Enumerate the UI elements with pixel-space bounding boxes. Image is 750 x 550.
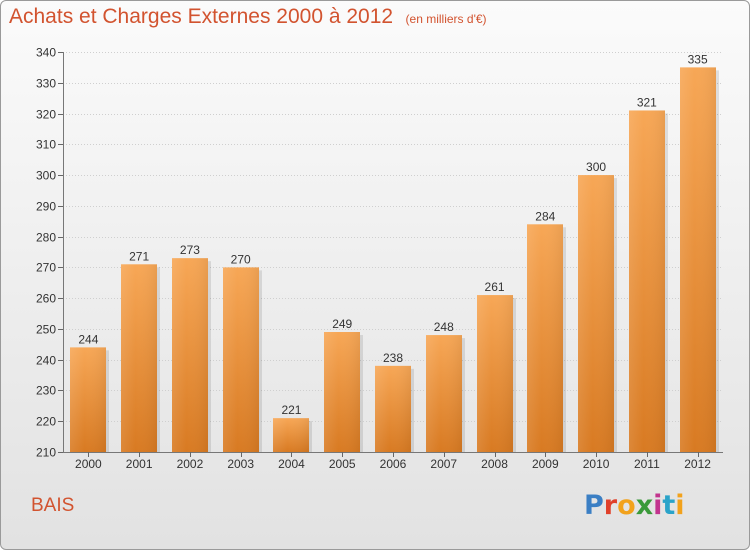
x-tick-label: 2004 — [278, 457, 305, 471]
y-tick-label: 320 — [36, 108, 56, 122]
y-tick-label: 240 — [36, 354, 56, 368]
bar-sheen — [578, 175, 614, 453]
chart-title: Achats et Charges Externes 2000 à 2012 — [9, 5, 394, 28]
value-label: 248 — [434, 320, 454, 334]
logo-letter: P — [584, 490, 604, 521]
x-tick-label: 2000 — [75, 457, 102, 471]
commune-name: BAIS — [31, 495, 75, 516]
bar-sheen — [629, 110, 665, 452]
logo-letter: i — [675, 490, 685, 521]
logo-letter: o — [617, 490, 636, 521]
bar-sheen — [121, 264, 157, 452]
y-tick-label: 260 — [36, 292, 56, 306]
proxiti-logo[interactable]: Proxiti — [584, 490, 685, 521]
bar-sheen — [680, 67, 716, 452]
x-tick-label: 2007 — [430, 457, 457, 471]
value-label: 270 — [231, 252, 251, 266]
y-tick-label: 250 — [36, 323, 56, 337]
value-label: 261 — [485, 280, 505, 294]
y-tick-label: 230 — [36, 384, 56, 398]
value-label: 249 — [332, 317, 352, 331]
unit-note: (en milliers d'€) — [405, 12, 487, 26]
logo-letter: i — [653, 490, 663, 521]
value-label: 271 — [129, 249, 149, 263]
x-tick-label: 2009 — [532, 457, 559, 471]
y-tick-label: 310 — [36, 138, 56, 152]
x-tick-label: 2006 — [380, 457, 407, 471]
bar-sheen — [426, 335, 462, 452]
value-label: 221 — [281, 403, 301, 417]
x-tick-label: 2012 — [684, 457, 711, 471]
x-tick-label: 2010 — [583, 457, 610, 471]
x-tick-label: 2005 — [329, 457, 356, 471]
x-tick-label: 2002 — [177, 457, 204, 471]
bar-sheen — [477, 295, 513, 452]
value-label: 273 — [180, 243, 200, 257]
y-tick-label: 280 — [36, 231, 56, 245]
y-tick-label: 290 — [36, 200, 56, 214]
y-tick-label: 210 — [36, 446, 56, 460]
logo-letter: t — [662, 490, 676, 521]
y-tick-label: 270 — [36, 261, 56, 275]
value-label: 300 — [586, 160, 606, 174]
axis-layer: 210 220 230 240 250 260 270 280 290 300 310 320 330 3… — [36, 46, 723, 471]
logo-letter: x — [635, 490, 654, 521]
x-tick-label: 2003 — [227, 457, 254, 471]
bar-sheen — [70, 347, 106, 452]
value-label: 238 — [383, 351, 403, 365]
logo-letter: r — [603, 490, 618, 521]
y-tick-label: 340 — [36, 46, 56, 60]
label-layer: 244 271 273 270 221 249 238 248 261 284 300 321 335 — [78, 52, 708, 417]
bar-sheen — [273, 418, 309, 452]
x-tick-label: 2001 — [126, 457, 153, 471]
bar-sheen — [172, 258, 208, 452]
bar-sheen — [324, 332, 360, 452]
x-tick-label: 2008 — [481, 457, 508, 471]
value-label: 335 — [688, 52, 708, 66]
y-tick-label: 330 — [36, 77, 56, 91]
value-label: 284 — [535, 209, 555, 223]
chart-header: Achats et Charges Externes 2000 à 2012 (… — [9, 5, 487, 29]
value-label: 321 — [637, 95, 657, 109]
x-tick-label: 2011 — [634, 457, 660, 471]
bar-layer — [70, 67, 719, 453]
y-tick-label: 220 — [36, 415, 56, 429]
y-tick-label: 300 — [36, 169, 56, 183]
bar-sheen — [223, 267, 259, 452]
bar-sheen — [527, 224, 563, 452]
bar-sheen — [375, 365, 411, 452]
value-label: 244 — [78, 332, 98, 346]
